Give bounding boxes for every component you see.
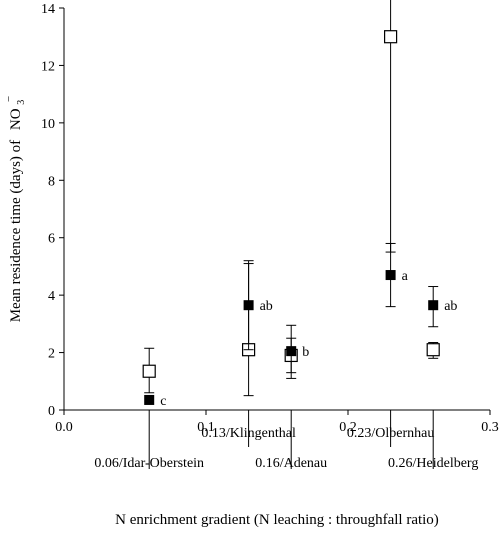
- y-tick-label: 4: [48, 289, 55, 304]
- site-label: 0.06/Idar-Oberstein: [94, 456, 204, 471]
- x-axis-label: N enrichment gradient (N leaching : thro…: [115, 512, 439, 528]
- site-lines: [148, 410, 434, 469]
- y-tick-label: 2: [48, 347, 55, 362]
- axes: [63, 8, 490, 411]
- y-tick-label: 14: [41, 2, 55, 17]
- site-label: 0.13/Klingenthal: [201, 426, 296, 441]
- y-axis-label-text: Mean residence time (days) of: [8, 140, 24, 322]
- site-label: 0.23/Olbernhau: [347, 426, 434, 441]
- open-square-point: [142, 364, 156, 378]
- filled-square-point: [428, 300, 439, 311]
- y-tick-label: 12: [41, 59, 55, 74]
- x-tick-label: 0.2: [339, 420, 357, 435]
- y-tick-label: 6: [48, 232, 55, 247]
- y-tick-label: 10: [41, 117, 55, 132]
- ticks: 0 2 4 6 8 10 12 14 0.0 0.1 0.2 0.3: [41, 2, 499, 435]
- significance-letter: a: [402, 269, 409, 284]
- significance-letter: c: [160, 394, 166, 409]
- significance-letter: b: [302, 345, 309, 360]
- y-axis-label-chem: NO: [8, 108, 24, 130]
- filled-square-point: [385, 270, 396, 281]
- open-square-point: [384, 30, 398, 44]
- y-axis-label-sub: 3: [16, 100, 27, 105]
- filled-square-point: [243, 300, 254, 311]
- marks: c ab b a ab: [142, 0, 457, 409]
- filled-square-point: [144, 394, 155, 405]
- significance-letter: ab: [444, 299, 457, 314]
- y-tick-label: 0: [48, 404, 55, 419]
- site-labels: 0.06/Idar-Oberstein 0.13/Klingenthal 0.16/…: [94, 426, 478, 471]
- y-axis-label-sup: −: [3, 96, 15, 102]
- x-tick-label: 0.1: [197, 420, 215, 435]
- y-tick-label: 8: [48, 174, 55, 189]
- x-tick-label: 0.0: [55, 420, 73, 435]
- site-label: 0.16/Adenau: [255, 456, 327, 471]
- significance-letter: ab: [260, 299, 273, 314]
- open-square-point: [426, 343, 440, 357]
- x-tick-label: 0.3: [481, 420, 499, 435]
- filled-square-point: [286, 346, 297, 357]
- y-axis-label: Mean residence time (days) of NO 3 −: [3, 96, 28, 323]
- site-label: 0.26/Heidelberg: [388, 456, 478, 471]
